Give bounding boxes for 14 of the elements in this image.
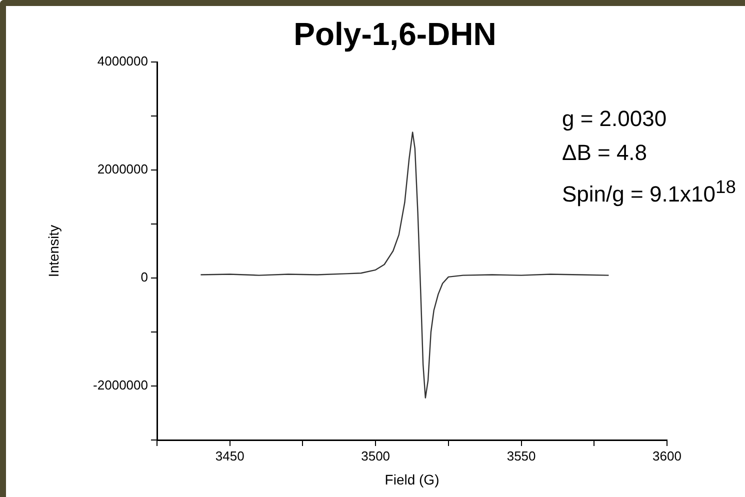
- x-tick-label: 3500: [361, 448, 390, 464]
- y-tick-label: -2000000: [93, 378, 148, 393]
- x-tick-label: 3600: [652, 448, 682, 464]
- x-axis-title: Field (G): [384, 471, 440, 488]
- y-tick-label: 4000000: [97, 54, 148, 69]
- x-tick-label: 3450: [215, 448, 244, 464]
- annotation: ΔB = 4.8: [562, 139, 648, 167]
- chart-title: Poly-1,6-DHN: [292, 16, 498, 53]
- y-tick-label: 2000000: [97, 162, 148, 177]
- annotation: g = 2.0030: [562, 105, 667, 133]
- y-axis-title: Intensity: [45, 224, 62, 278]
- y-tick-label: 0: [140, 270, 148, 285]
- x-tick-label: 3550: [506, 448, 536, 464]
- annotation: Spin/g = 9.1x10$^{18}$: [562, 175, 736, 208]
